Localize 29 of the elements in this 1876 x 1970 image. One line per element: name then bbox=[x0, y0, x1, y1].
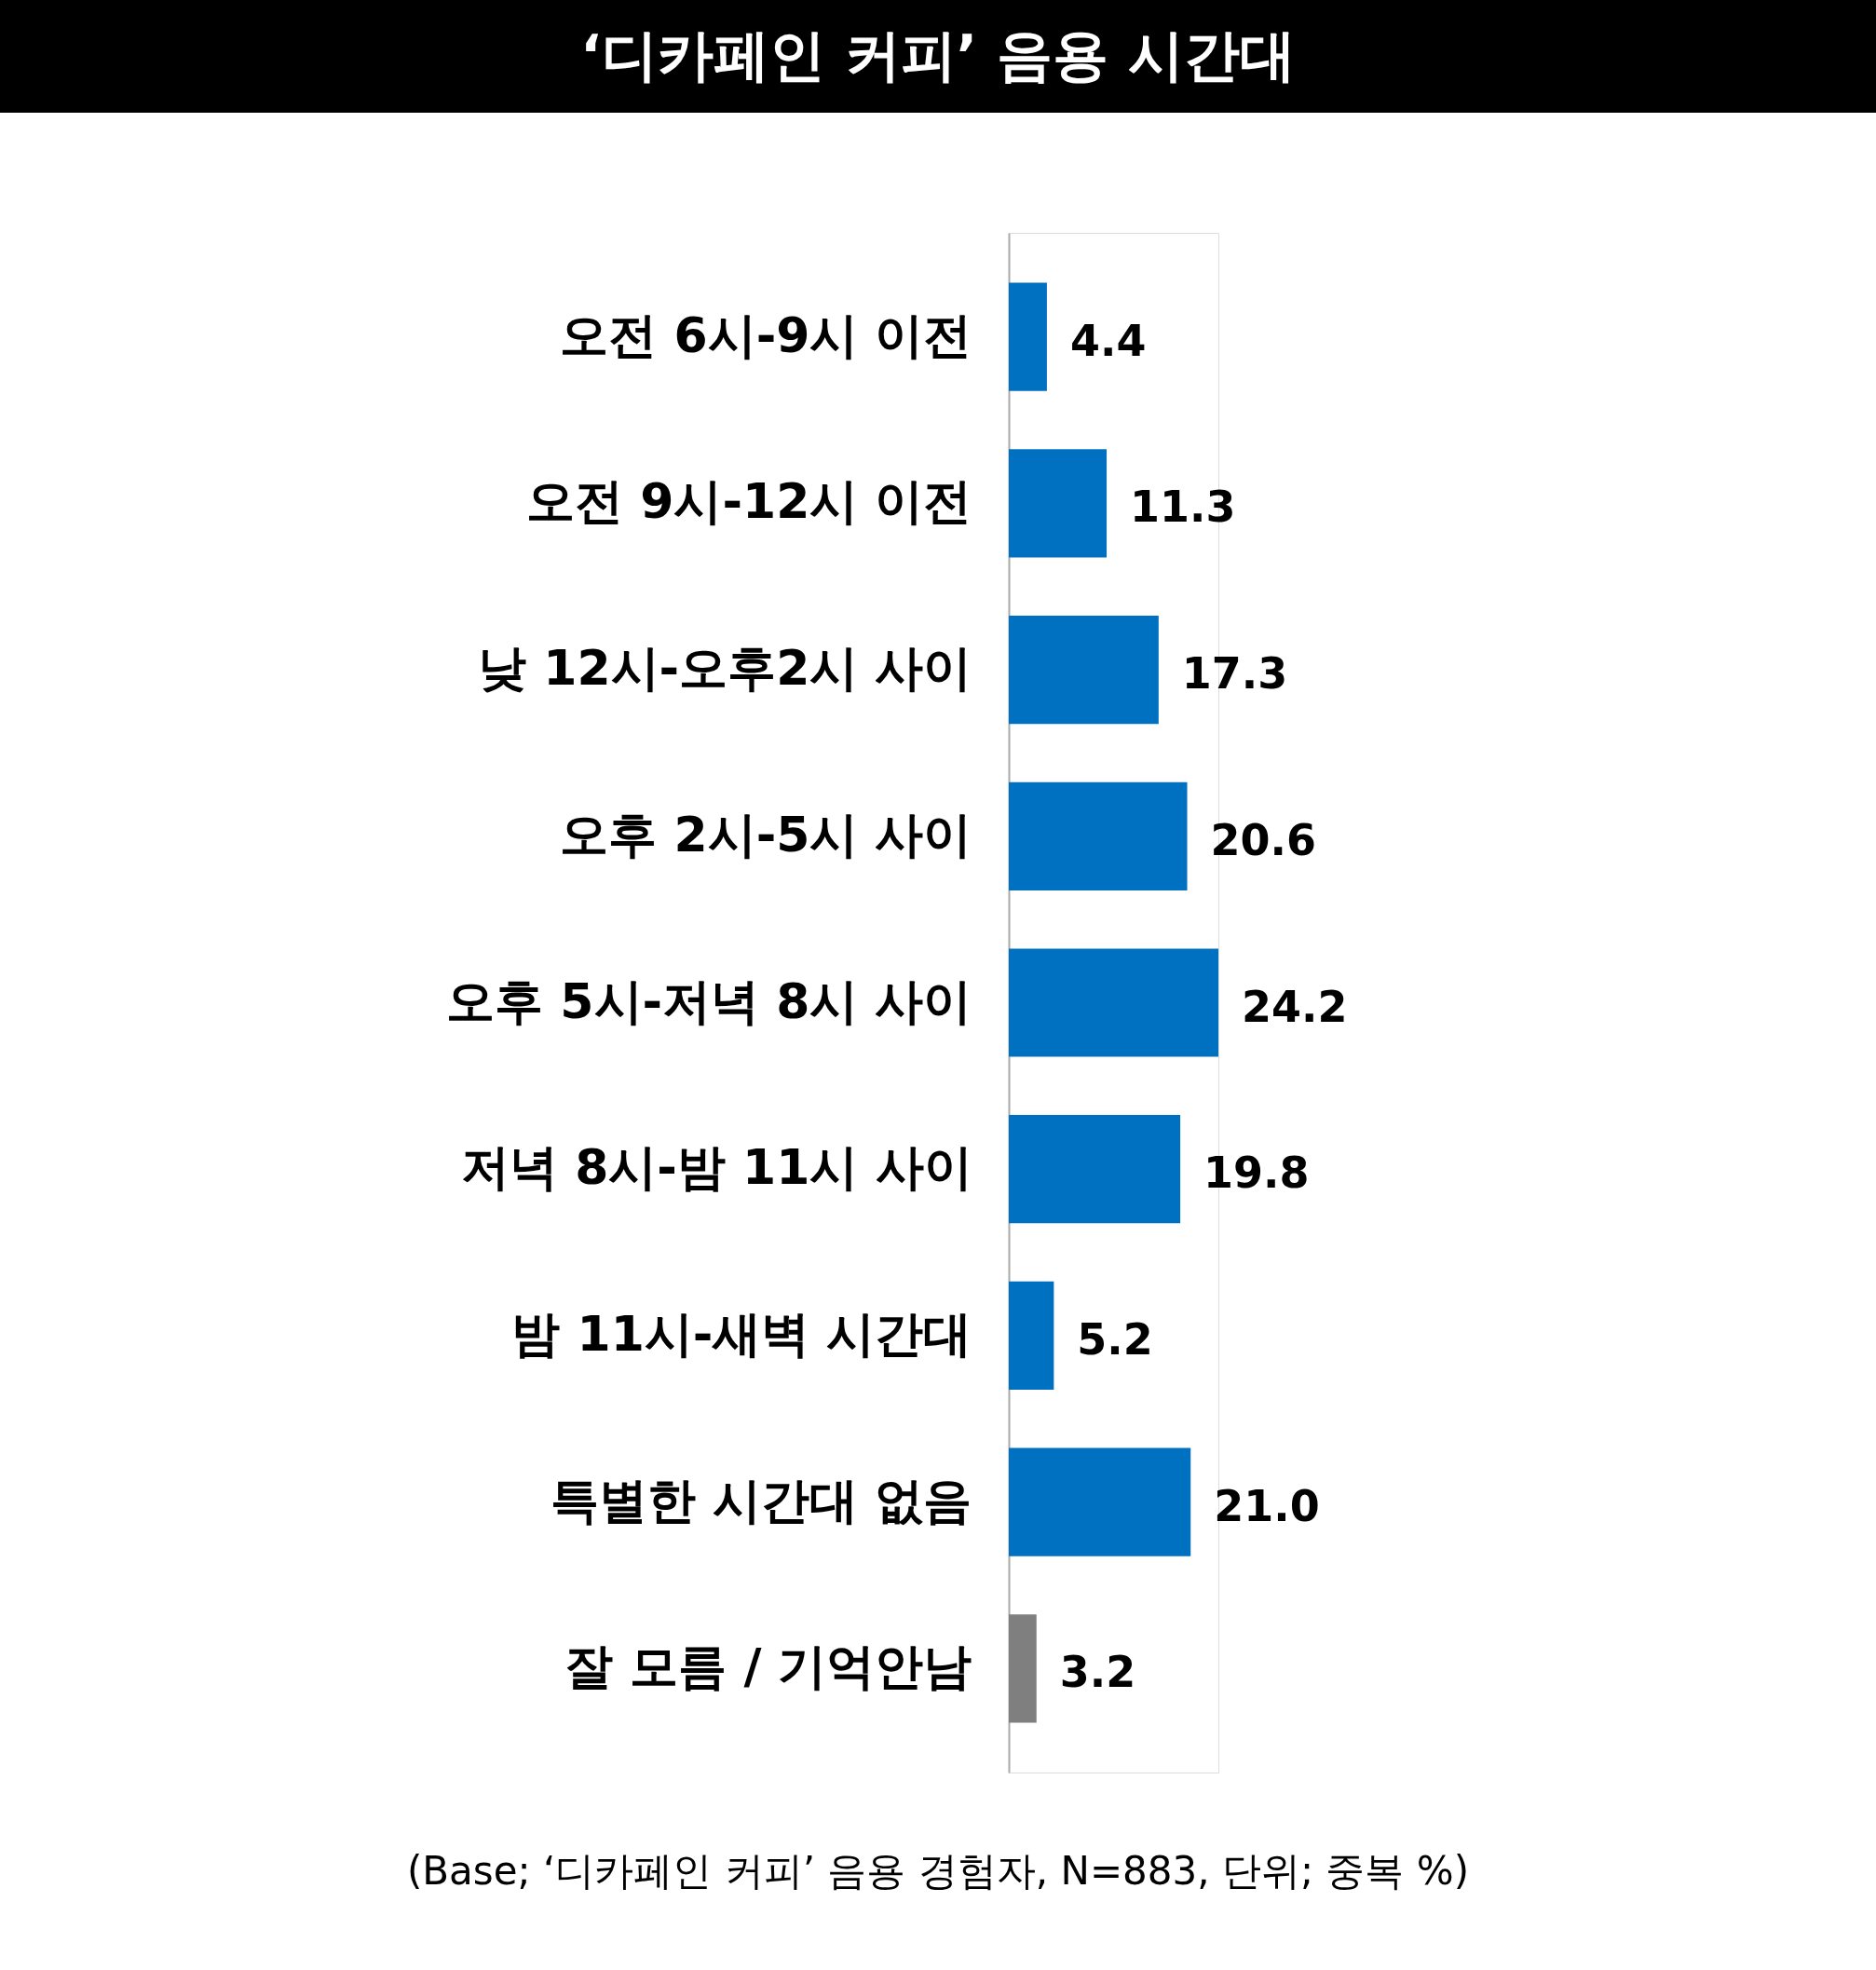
y-tick-label: 잘 모름 / 기억안남 bbox=[564, 1638, 972, 1695]
data-label: 19.8 bbox=[1203, 1148, 1310, 1199]
data-label: 4.4 bbox=[1069, 315, 1147, 366]
y-tick-label: 밤 11시-새벽 시간대 bbox=[511, 1305, 972, 1362]
data-label: 5.2 bbox=[1077, 1313, 1153, 1365]
bar bbox=[1009, 1115, 1181, 1224]
data-label: 17.3 bbox=[1181, 648, 1288, 700]
bar bbox=[1009, 781, 1188, 890]
y-tick-label: 특별한 시간대 없음 bbox=[551, 1472, 972, 1528]
data-label: 21.0 bbox=[1214, 1480, 1320, 1531]
text: (Base; ‘디카페인 커피’ 음용 경험자, N=883, 단위; 중복 %) bbox=[406, 1848, 1470, 1894]
bar bbox=[1009, 616, 1159, 725]
data-label: 11.3 bbox=[1130, 482, 1236, 533]
y-tick-label: 오전 6시-9시 이전 bbox=[560, 306, 972, 363]
bar bbox=[1009, 1447, 1191, 1556]
bar bbox=[1009, 282, 1047, 391]
y-tick-label: 오후 5시-저녁 8시 사이 bbox=[446, 972, 972, 1029]
data-label: 24.2 bbox=[1242, 981, 1348, 1032]
data-label: 3.2 bbox=[1059, 1647, 1136, 1698]
bar bbox=[1009, 1614, 1037, 1723]
bar bbox=[1009, 948, 1218, 1057]
chart-title: ‘디카페인 커피’ 음용 시간대 bbox=[579, 22, 1297, 88]
data-label: 20.6 bbox=[1210, 814, 1317, 865]
y-tick-label: 오전 9시-12시 이전 bbox=[526, 473, 972, 530]
y-tick-label: 낮 12시-오후2시 사이 bbox=[478, 640, 972, 697]
y-tick-label: 저녁 8시-밤 11시 사이 bbox=[461, 1139, 972, 1196]
bar bbox=[1009, 449, 1108, 558]
bar bbox=[1009, 1281, 1054, 1390]
y-tick-label: 오후 2시-5시 사이 bbox=[560, 806, 972, 863]
